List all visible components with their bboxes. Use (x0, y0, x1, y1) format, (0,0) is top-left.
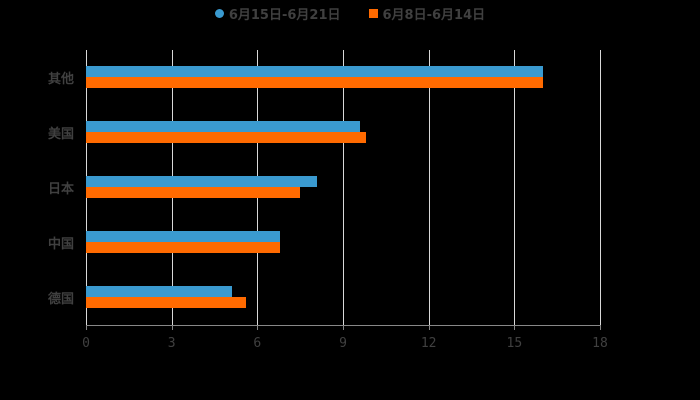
category-label: 日本 (48, 182, 75, 197)
bar[interactable] (86, 297, 246, 308)
bar[interactable] (86, 242, 281, 253)
x-tick-label: 0 (82, 336, 90, 351)
x-tick (343, 325, 344, 330)
x-tick-label: 6 (253, 336, 262, 351)
category-label: 美国 (48, 127, 75, 142)
gridline (428, 50, 430, 325)
bar[interactable] (86, 66, 543, 77)
x-tick (600, 325, 601, 330)
bar[interactable] (86, 132, 366, 143)
x-tick (428, 325, 430, 330)
legend-label: 6月8日-6月14日 (382, 8, 486, 23)
category-label: 中国 (48, 237, 75, 252)
x-tick (514, 325, 516, 330)
circle-marker-icon (214, 9, 224, 18)
bar[interactable] (86, 187, 301, 198)
legend-item-week1[interactable]: 6月8日-6月14日 (368, 4, 486, 23)
bar[interactable] (86, 231, 281, 242)
category-label: 德国 (48, 292, 75, 307)
gridline (600, 50, 601, 325)
x-tick (171, 325, 173, 330)
x-tick-label: 12 (420, 336, 437, 351)
legend-item-week2[interactable]: 6月15日-6月21日 (214, 4, 341, 23)
x-axis (86, 325, 600, 326)
gridline (514, 50, 516, 325)
bar[interactable] (86, 286, 232, 297)
x-tick-label: 15 (506, 336, 523, 351)
bar[interactable] (86, 77, 543, 88)
legend: 6月15日-6月21日 6月8日-6月14日 (0, 4, 700, 23)
gridline (343, 50, 344, 325)
x-tick-label: 9 (339, 336, 347, 351)
bar[interactable] (86, 176, 318, 187)
square-marker-icon (368, 9, 378, 18)
legend-label: 6月15日-6月21日 (228, 8, 341, 23)
x-tick-label: 3 (167, 336, 176, 351)
x-tick-label: 18 (592, 336, 608, 351)
category-label: 其他 (48, 72, 75, 87)
bar[interactable] (86, 121, 361, 132)
x-tick (86, 325, 87, 330)
x-tick (257, 325, 259, 330)
